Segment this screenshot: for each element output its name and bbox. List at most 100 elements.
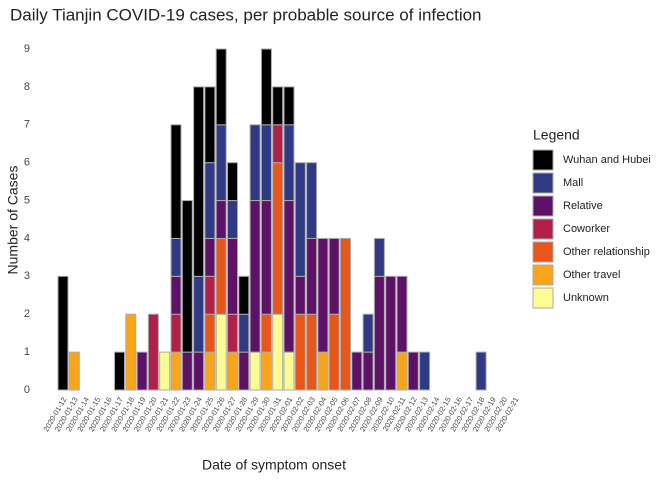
bar-segment — [306, 237, 318, 315]
bar-segment — [373, 237, 385, 277]
bar-segment — [419, 351, 431, 391]
bar-segment — [215, 200, 227, 239]
legend-swatch — [532, 149, 554, 171]
legend-label: Other relationship — [563, 246, 650, 258]
y-tick-label: 2 — [24, 308, 30, 320]
bar-segment — [204, 351, 216, 391]
y-tick-label: 0 — [24, 384, 30, 396]
bar-segment — [351, 351, 363, 391]
bar-segment — [306, 162, 318, 239]
bar-segment — [147, 313, 159, 391]
bar-segment — [272, 86, 284, 126]
bar-segment — [396, 351, 408, 391]
bar-segment — [170, 313, 182, 353]
legend-swatch — [532, 172, 554, 194]
bar-segment — [68, 351, 80, 391]
bar-segment — [249, 200, 261, 353]
bar-segment — [215, 313, 227, 391]
bar-segment — [227, 351, 238, 391]
bar-segment — [362, 313, 374, 353]
y-tick-label: 5 — [24, 194, 30, 206]
bar-segment — [373, 275, 385, 391]
bar-segment — [181, 200, 193, 353]
bar-segment — [170, 351, 182, 391]
bar-segment — [170, 124, 182, 239]
bar-segment — [385, 275, 397, 391]
bar-segment — [294, 162, 306, 277]
legend-label: Relative — [563, 200, 603, 212]
bar-segment — [328, 313, 340, 391]
bar-segment — [283, 351, 295, 391]
bar-segment — [238, 351, 250, 391]
bar-segment — [238, 313, 250, 353]
bar-segment — [260, 351, 272, 391]
bar-segment — [227, 237, 238, 315]
bar-segment — [170, 237, 182, 277]
legend-title: Legend — [533, 127, 580, 143]
legend-swatch — [532, 264, 554, 286]
bar-segment — [204, 275, 216, 315]
y-tick-label: 7 — [24, 119, 30, 131]
legend-label: Mall — [563, 177, 583, 189]
bar-segment — [272, 313, 284, 391]
legend-swatch — [532, 241, 554, 263]
bar-segment — [317, 351, 329, 391]
legend-label: Other travel — [563, 269, 620, 281]
bar-segment — [283, 124, 295, 202]
bar-segment — [204, 313, 216, 353]
y-tick-label: 9 — [24, 43, 30, 55]
y-tick-label: 3 — [24, 270, 30, 282]
legend-label: Wuhan and Hubei — [563, 154, 651, 166]
bar-segment — [317, 237, 329, 353]
bar-segment — [227, 200, 238, 239]
bar-segment — [475, 351, 487, 391]
bar-segment — [283, 86, 295, 126]
bar-segment — [57, 275, 69, 391]
bar-segment — [215, 124, 227, 202]
bar-segment — [260, 48, 272, 126]
legend-swatch — [532, 218, 554, 240]
x-axis-label: Date of symptom onset — [202, 457, 346, 473]
bar-segment — [362, 351, 374, 391]
bar-segment — [283, 200, 295, 353]
bar-segment — [204, 237, 216, 277]
bar-segment — [238, 275, 250, 315]
y-tick-label: 8 — [24, 81, 30, 93]
bar-segment — [260, 313, 272, 353]
bar-segment — [125, 313, 137, 391]
bar-segment — [193, 86, 205, 277]
y-tick-label: 1 — [24, 346, 30, 358]
legend-swatch — [532, 195, 554, 217]
bar-segment — [249, 124, 261, 202]
bar-segment — [328, 237, 340, 315]
bar-segment — [272, 162, 284, 315]
bar-segment — [114, 351, 125, 391]
bar-segment — [170, 275, 182, 315]
chart-title: Daily Tianjin COVID-19 cases, per probab… — [10, 5, 482, 24]
bar-segment — [294, 275, 306, 315]
bar-segment — [227, 313, 238, 353]
bar-segment — [272, 124, 284, 164]
bar-segment — [204, 86, 216, 164]
bar-segment — [294, 313, 306, 391]
bar-segment — [204, 162, 216, 239]
bar-segment — [215, 48, 227, 126]
bar-segment — [181, 351, 193, 391]
bar-segment — [193, 275, 205, 353]
y-tick-label: 6 — [24, 157, 30, 169]
legend-swatch — [532, 287, 554, 309]
bar-segment — [396, 275, 408, 353]
y-axis-label: Number of Cases — [5, 166, 21, 275]
y-tick-label: 4 — [24, 232, 30, 244]
bar-segment — [260, 200, 272, 315]
legend-label: Unknown — [563, 292, 609, 304]
bar-segment — [260, 124, 272, 202]
bar-segment — [159, 351, 171, 391]
bar-segment — [227, 162, 238, 202]
bar-segment — [340, 237, 351, 391]
bar-segment — [407, 351, 419, 391]
legend-label: Coworker — [563, 223, 610, 235]
bar-segment — [249, 351, 261, 391]
bar-segment — [193, 351, 205, 391]
